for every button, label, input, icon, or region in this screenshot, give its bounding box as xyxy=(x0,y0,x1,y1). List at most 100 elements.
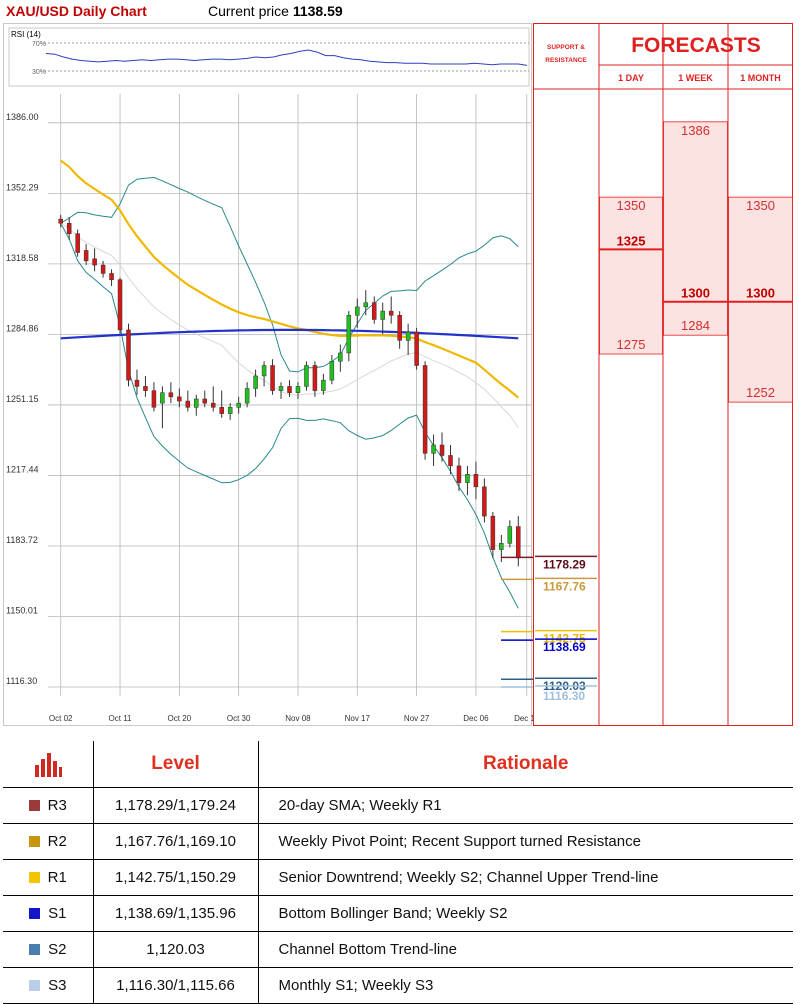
candle-body xyxy=(236,402,241,408)
forecast-column-header: 1 WEEK xyxy=(678,73,713,83)
candle-body xyxy=(126,329,131,381)
level-code: S3 xyxy=(48,977,67,994)
sr-label-line1: SUPPORT & xyxy=(547,44,585,51)
forecast-range-upper xyxy=(663,121,728,303)
y-tick-label: 1318.58 xyxy=(6,253,39,263)
forecast-mid-value: 1300 xyxy=(746,286,775,301)
candle-body xyxy=(482,486,487,517)
forecast-high-value: 1386 xyxy=(681,123,710,138)
forecast-column-header: 1 DAY xyxy=(618,73,644,83)
forecast-mid-value: 1300 xyxy=(681,286,710,301)
rationale-cell: 20-day SMA; Weekly R1 xyxy=(257,787,793,824)
candle-body xyxy=(168,392,174,398)
level-value-cell: 1,138.69/1,135.96 xyxy=(92,895,258,932)
candle-body xyxy=(516,526,521,559)
candle-body xyxy=(380,310,385,320)
forecast-range-upper xyxy=(728,196,793,303)
level-label: 1167.76 xyxy=(535,577,597,593)
candle-body xyxy=(473,474,479,488)
candle-body xyxy=(456,465,462,483)
candle-body xyxy=(92,258,97,266)
level-code-cell: R1 xyxy=(3,859,93,896)
level-color-swatch xyxy=(29,908,41,919)
candle-body xyxy=(363,302,369,308)
x-tick-label: Oct 02 xyxy=(49,714,73,723)
rationale-cell: Senior Downtrend; Weekly S2; Channel Upp… xyxy=(257,859,793,896)
forecast-low-value: 1284 xyxy=(681,318,710,333)
forecast-low-value: 1275 xyxy=(617,337,646,352)
level-code: S2 xyxy=(48,941,67,958)
forecast-high-value: 1350 xyxy=(617,198,646,213)
level-color-swatch xyxy=(28,836,40,847)
candle-body xyxy=(507,526,513,544)
candle-body xyxy=(422,365,428,454)
candle-body xyxy=(117,279,123,331)
rsi-tick-70: 70% xyxy=(32,41,46,48)
forecasts-title: FORECASTS xyxy=(631,34,761,57)
candle-body xyxy=(405,331,411,341)
y-tick-label: 1352.29 xyxy=(6,182,39,192)
candle-body xyxy=(109,273,114,280)
price-chart: RSI (14) 70% 30% 1386.00 1352.29 1318.58 1284.… xyxy=(3,23,533,726)
level-label: 1178.29 xyxy=(535,555,597,571)
candle-body xyxy=(261,365,267,377)
level-code: S1 xyxy=(48,905,67,922)
candle-body xyxy=(346,315,352,354)
forecasts-panel: SUPPORT & RESISTANCE FORECASTS 1 DAY 1 WEEK 1… xyxy=(533,23,793,726)
rationale-cell: Channel Bottom Trend-line xyxy=(257,931,793,968)
y-tick-label: 1150.01 xyxy=(6,605,38,615)
candle-body xyxy=(448,455,453,467)
x-tick-label: Nov 08 xyxy=(285,714,311,723)
candle-body xyxy=(321,379,326,391)
forecasts-panel-svg: SUPPORT & RESISTANCE FORECASTS 1 DAY 1 WEEK 1… xyxy=(533,23,793,726)
bollinger-upper-line xyxy=(60,176,519,373)
candle-body xyxy=(304,365,309,387)
level-value: 1138.69 xyxy=(543,640,586,654)
level-code: R3 xyxy=(47,797,67,814)
level-code: R1 xyxy=(47,869,67,886)
candle-body xyxy=(397,315,402,341)
candle-body xyxy=(194,398,199,408)
candle-body xyxy=(278,386,284,391)
level-value: 1167.76 xyxy=(543,579,586,593)
x-tick-label: Oct 11 xyxy=(109,714,133,723)
candle-body xyxy=(177,396,182,402)
x-tick-label: Dec 06 xyxy=(463,714,489,723)
x-tick-label: Oct 20 xyxy=(168,714,192,723)
level-code-cell: S1 xyxy=(3,895,93,932)
candle-body xyxy=(270,365,275,391)
level-value-cell: 1,178.29/1,179.24 xyxy=(92,787,258,824)
candle-body xyxy=(295,386,301,393)
x-tick-label: Nov 17 xyxy=(345,714,371,723)
rationale-cell: Bottom Bollinger Band; Weekly S2 xyxy=(257,895,793,932)
candle-body xyxy=(160,392,165,404)
level-code-cell: S3 xyxy=(3,967,93,1004)
rationale-cell: Weekly Pivot Point; Recent Support turne… xyxy=(257,823,793,860)
price-chart-svg: RSI (14) 70% 30% 1386.00 1352.29 1318.58 1284.… xyxy=(6,27,533,723)
y-tick-label: 1183.72 xyxy=(6,535,38,545)
candle-body xyxy=(143,386,148,391)
candle-body xyxy=(210,402,216,408)
candle-body xyxy=(83,250,89,262)
rsi-label: RSI (14) xyxy=(11,30,41,39)
rsi-tick-30: 30% xyxy=(32,69,46,76)
forecast-high-value: 1350 xyxy=(746,198,775,213)
level-label: 1138.69 xyxy=(535,638,597,654)
sma-200-line xyxy=(60,328,519,340)
current-price-value: 1138.59 xyxy=(292,3,343,19)
candle-body xyxy=(490,515,496,550)
candle-body xyxy=(329,361,335,381)
chart-title: XAU/USD Daily Chart xyxy=(6,3,147,19)
candle-body xyxy=(185,400,191,408)
candle-body xyxy=(219,407,224,414)
x-tick-label: Nov 27 xyxy=(404,714,430,723)
candle-body xyxy=(202,398,208,404)
bollinger-lower-line xyxy=(60,222,519,609)
y-tick-label: 1284.86 xyxy=(6,323,39,333)
sr-label-line2: RESISTANCE xyxy=(545,57,587,64)
rsi-line xyxy=(45,49,528,66)
level-value-cell: 1,142.75/1,150.29 xyxy=(92,859,258,896)
rationale-cell: Monthly S1; Weekly S3 xyxy=(257,967,793,1004)
header-rationale: Rationale xyxy=(257,741,793,788)
table-row: S1 1,138.69/1,135.96 Bottom Bollinger Band… xyxy=(3,895,793,932)
